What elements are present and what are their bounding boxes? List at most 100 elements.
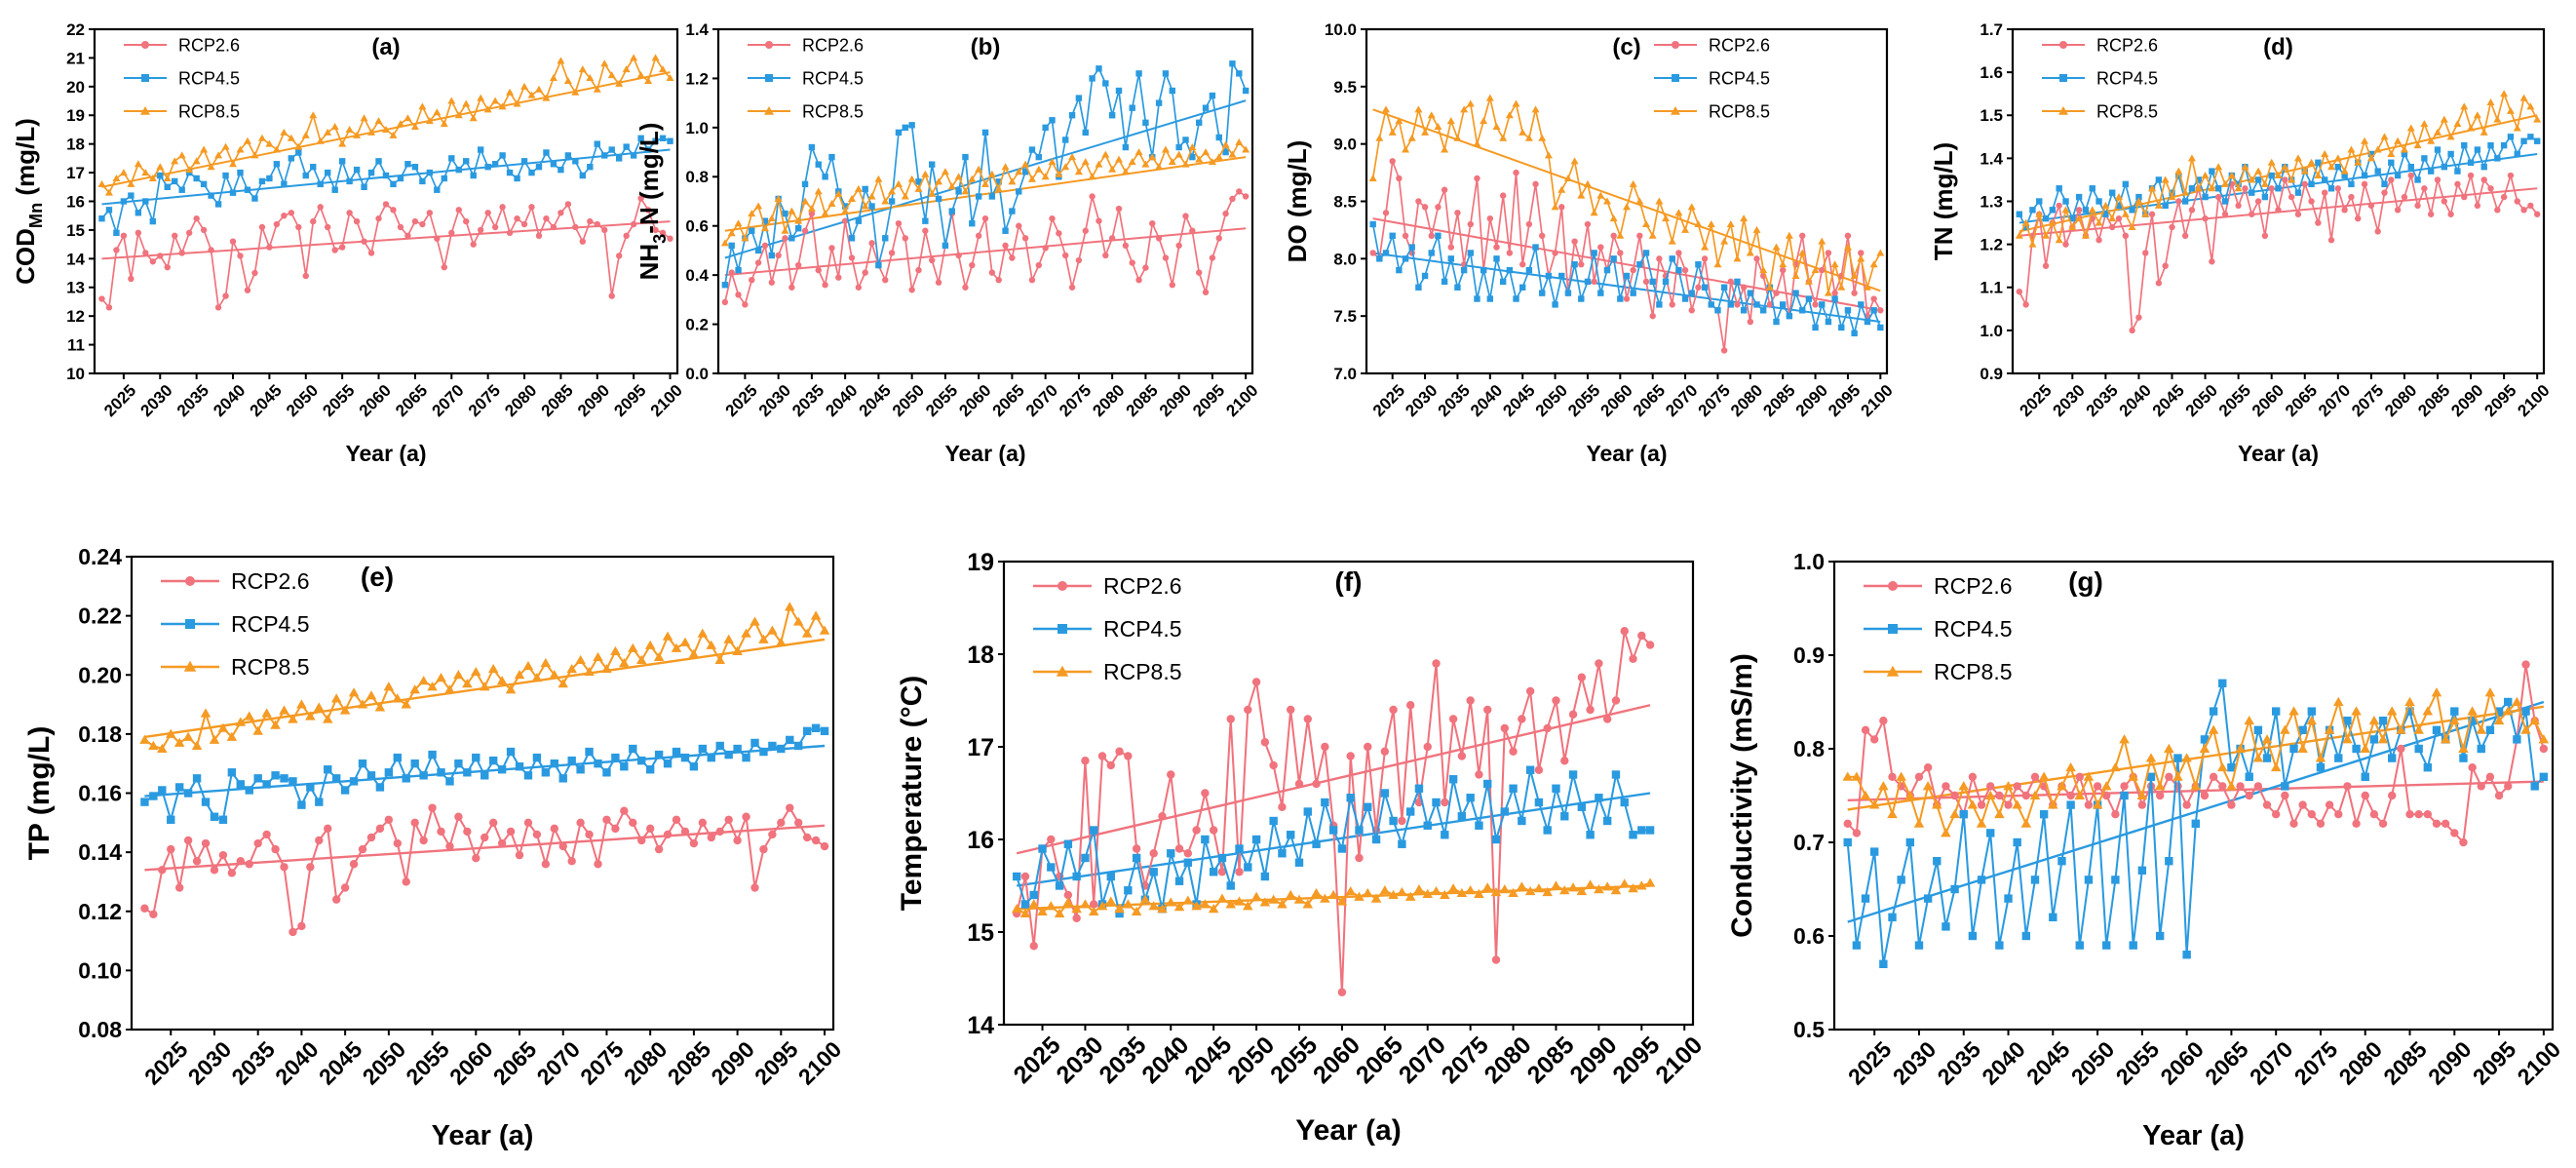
point-c-RCP4.5-2075 — [1714, 307, 1721, 314]
point-g-RCP8.5-2039 — [1994, 808, 2005, 819]
x-tick-label-a: 2050 — [283, 381, 322, 420]
point-e-RCP2.6-2070 — [558, 841, 567, 851]
point-b-RCP4.5-2022 — [721, 282, 729, 289]
point-b-RCP8.5-2051 — [914, 184, 923, 192]
point-e-RCP8.5-2039 — [288, 714, 298, 723]
point-b-RCP4.5-2034 — [801, 180, 809, 188]
point-g-RCP8.5-2057 — [2154, 781, 2166, 791]
point-a-RCP2.6-2092 — [608, 292, 615, 299]
y-tick-label-c: 9.5 — [1333, 78, 1357, 97]
point-e-RCP8.5-2077 — [619, 657, 630, 668]
x-tick-label-e: 2080 — [619, 1036, 673, 1090]
point-e-RCP8.5-2023 — [148, 740, 159, 750]
point-f-RCP8.5-2090 — [1594, 884, 1604, 894]
point-a-RCP2.6-2036 — [200, 226, 208, 234]
point-e-RCP2.6-2073 — [585, 830, 594, 839]
point-d-RCP2.6-2041 — [2142, 250, 2149, 256]
point-g-RCP8.5-2060 — [2181, 753, 2192, 762]
point-d-RCP2.6-2038 — [2122, 232, 2130, 239]
point-a-RCP4.5-2048 — [288, 155, 295, 162]
point-d-RCP2.6-2088 — [2454, 180, 2461, 188]
x-tick-label-e: 2035 — [226, 1036, 280, 1090]
legend-label-c-RCP8.5: RCP8.5 — [1709, 101, 1770, 121]
point-e-RCP8.5-2063 — [496, 676, 508, 685]
trend-line-e-RCP2.6 — [144, 824, 826, 872]
point-f-RCP2.6-2040 — [1167, 770, 1175, 779]
point-c-RCP2.6-2062 — [1630, 266, 1636, 274]
point-c-RCP8.5-2042 — [1499, 134, 1508, 141]
point-e-RCP4.5-2052 — [402, 774, 410, 783]
point-b-RCP8.5-2097 — [1221, 140, 1230, 148]
legend-marker-g-RCP2.6 — [1888, 581, 1898, 591]
point-g-RCP4.5-2078 — [2343, 717, 2352, 725]
legend-marker-c-RCP4.5 — [1672, 74, 1679, 82]
point-a-RCP2.6-2045 — [266, 244, 273, 251]
point-d-RCP8.5-2052 — [2214, 163, 2223, 171]
point-f-RCP2.6-2088 — [1577, 673, 1587, 681]
x-tick-label-c: 2045 — [1499, 381, 1538, 420]
point-d-RCP4.5-2027 — [2049, 207, 2057, 214]
point-c-RCP8.5-2047 — [1531, 105, 1540, 113]
x-tick-label-g: 2085 — [2378, 1036, 2432, 1090]
point-e-RCP2.6-2055 — [428, 803, 437, 812]
point-a-RCP8.5-2079 — [513, 99, 521, 107]
point-a-RCP2.6-2085 — [557, 210, 564, 216]
point-e-RCP8.5-2088 — [714, 654, 725, 665]
series-d-RCP2.6 — [2016, 172, 2541, 334]
x-tick-label-e: 2025 — [139, 1036, 193, 1090]
point-b-RCP2.6-2026 — [749, 276, 755, 284]
point-b-RCP8.5-2042 — [854, 184, 863, 192]
point-g-RCP4.5-2063 — [2209, 707, 2218, 716]
point-f-RCP4.5-2057 — [1312, 839, 1321, 848]
point-c-RCP8.5-2046 — [1524, 134, 1533, 141]
point-e-RCP8.5-2022 — [139, 734, 150, 744]
x-tick-label-a: 2080 — [501, 381, 540, 420]
point-d-RCP8.5-2058 — [2254, 167, 2263, 175]
point-g-RCP8.5-2062 — [2199, 743, 2211, 753]
point-e-RCP2.6-2032 — [227, 869, 237, 877]
point-b-RCP2.6-2100 — [1242, 193, 1250, 200]
x-tick-label-c: 2025 — [1369, 381, 1408, 420]
point-d-RCP4.5-2100 — [2533, 137, 2541, 144]
point-f-RCP2.6-2091 — [1602, 715, 1612, 723]
point-c-RCP8.5-2085 — [1779, 260, 1788, 268]
point-d-RCP4.5-2052 — [2214, 185, 2222, 192]
point-g-RCP4.5-2065 — [2227, 763, 2236, 772]
point-e-RCP2.6-2081 — [654, 844, 664, 854]
y-axis-label-d: TN (mg/L) — [1929, 142, 1958, 260]
point-e-RCP2.6-2064 — [506, 827, 516, 837]
point-b-RCP2.6-2095 — [1209, 254, 1216, 261]
x-tick-label-b: 2040 — [822, 381, 861, 420]
point-c-RCP4.5-2055 — [1584, 278, 1592, 286]
point-c-RCP2.6-2066 — [1656, 255, 1663, 262]
x-axis-label-f: Year (a) — [1295, 1114, 1401, 1147]
x-tick-label-f: 2065 — [1351, 1032, 1408, 1089]
point-g-RCP8.5-2048 — [2074, 790, 2086, 799]
point-d-RCP8.5-2055 — [2234, 184, 2243, 192]
point-g-RCP2.6-2094 — [2485, 772, 2495, 781]
point-f-RCP2.6-2041 — [1174, 844, 1184, 853]
point-f-RCP4.5-2091 — [1602, 816, 1612, 826]
point-e-RCP4.5-2076 — [611, 753, 620, 762]
point-g-RCP8.5-2037 — [1976, 818, 1987, 828]
legend-marker-c-RCP8.5 — [1671, 106, 1680, 115]
legend-label-b-RCP4.5: RCP4.5 — [802, 68, 864, 88]
point-e-RCP2.6-2082 — [663, 830, 673, 839]
y-tick-label-b: 0.2 — [685, 316, 709, 334]
point-a-RCP8.5-2094 — [622, 65, 631, 73]
point-f-RCP4.5-2056 — [1303, 807, 1312, 816]
point-a-RCP2.6-2075 — [484, 210, 491, 216]
point-a-RCP4.5-2089 — [587, 164, 594, 171]
point-g-RCP2.6-2074 — [2307, 810, 2317, 819]
point-f-RCP2.6-2089 — [1586, 705, 1595, 715]
x-tick-label-e: 2030 — [183, 1036, 237, 1090]
point-d-RCP4.5-2074 — [2361, 172, 2368, 179]
point-d-RCP8.5-2061 — [2274, 172, 2283, 179]
point-d-RCP8.5-2100 — [2533, 115, 2542, 123]
point-b-RCP2.6-2033 — [795, 261, 802, 269]
point-d-RCP8.5-2040 — [2134, 197, 2143, 205]
point-g-RCP2.6-2027 — [1888, 772, 1897, 781]
point-a-RCP8.5-2032 — [171, 157, 179, 165]
point-a-RCP4.5-2086 — [564, 152, 572, 159]
